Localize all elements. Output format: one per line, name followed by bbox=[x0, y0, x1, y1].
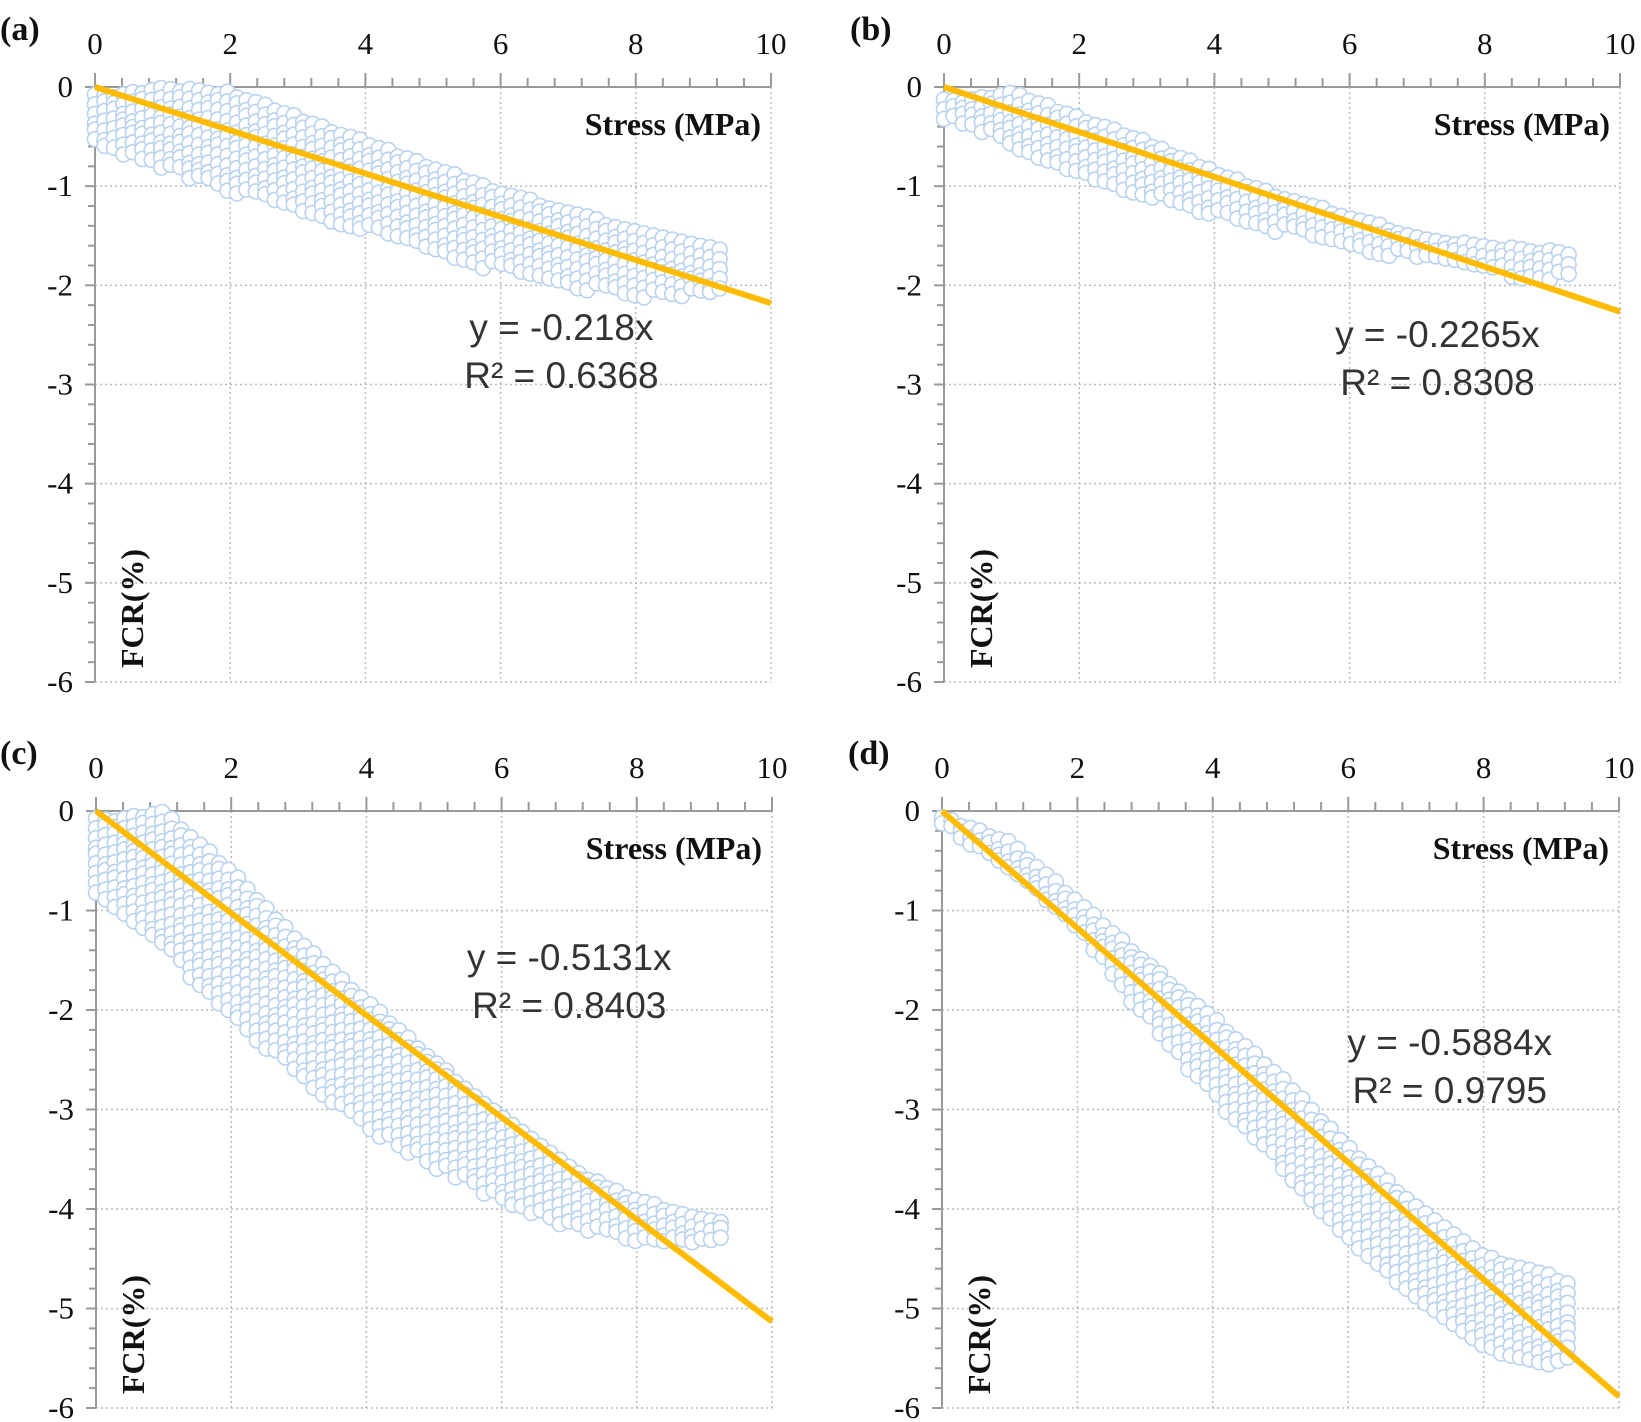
y-tick-label: -3 bbox=[896, 367, 922, 402]
x-axis-title: Stress (MPa) bbox=[1434, 106, 1610, 142]
x-tick-label: 8 bbox=[628, 26, 644, 61]
x-tick-label: 0 bbox=[934, 750, 950, 785]
x-tick-label: 2 bbox=[1071, 26, 1087, 61]
x-tick-label: 6 bbox=[1340, 750, 1356, 785]
x-tick-label: 0 bbox=[87, 26, 103, 61]
y-tick-label: 0 bbox=[59, 793, 75, 828]
y-tick-label: -5 bbox=[48, 1291, 74, 1326]
data-points bbox=[87, 803, 729, 1251]
y-tick-label: -6 bbox=[896, 664, 922, 699]
trendline-equation: y = -0.218x bbox=[469, 307, 654, 348]
y-tick-label: -4 bbox=[896, 466, 922, 501]
trendline-equation: y = -0.5884x bbox=[1347, 1022, 1552, 1063]
x-tick-label: 8 bbox=[1477, 26, 1493, 61]
trendline bbox=[940, 808, 1621, 1399]
chart-panel-b: 0 2 4 6 8 10 0 -1 -2 -3 -4 -5 -6 (b) Stress (MPa) FCR(%… bbox=[850, 11, 1636, 699]
y-tick-label: -2 bbox=[48, 992, 74, 1027]
x-tick-label: 10 bbox=[756, 26, 787, 61]
y-tick-label: -4 bbox=[894, 1191, 920, 1226]
x-tick-label: 2 bbox=[1070, 750, 1086, 785]
x-tick-label: 0 bbox=[936, 26, 952, 61]
x-axis-title: Stress (MPa) bbox=[1433, 830, 1609, 866]
y-tick-label: -5 bbox=[47, 565, 73, 600]
y-tick-label: -3 bbox=[48, 1092, 74, 1127]
x-axis-title: Stress (MPa) bbox=[585, 106, 761, 142]
y-tick-label: -3 bbox=[47, 367, 73, 402]
trendline-r-squared: R² = 0.8308 bbox=[1340, 362, 1534, 403]
trendline-r-squared: R² = 0.9795 bbox=[1353, 1070, 1547, 1111]
chart-panel-d: 0 2 4 6 8 10 0 -1 -2 -3 -4 -5 -6 (d) Stress (MPa) FCR(%… bbox=[848, 735, 1635, 1422]
y-axis-title: FCR(%) bbox=[115, 1275, 151, 1394]
panel-label: (d) bbox=[848, 735, 890, 772]
trendline-equation: y = -0.5131x bbox=[467, 937, 672, 978]
data-point bbox=[1560, 265, 1577, 283]
y-tick-label: -1 bbox=[48, 893, 74, 928]
y-tick-label: 0 bbox=[58, 69, 74, 104]
y-tick-label: -2 bbox=[47, 267, 73, 302]
x-tick-label: 6 bbox=[493, 26, 509, 61]
x-tick-label: 10 bbox=[1605, 26, 1636, 61]
x-tick-label: 4 bbox=[1205, 750, 1221, 785]
y-tick-label: -4 bbox=[48, 1191, 74, 1226]
data-point bbox=[712, 1229, 729, 1246]
y-tick-label: -6 bbox=[894, 1390, 920, 1422]
y-tick-label: -1 bbox=[896, 168, 922, 203]
panel-label: (a) bbox=[0, 11, 40, 48]
x-tick-label: 0 bbox=[88, 750, 104, 785]
chart-panel-a: 0 2 4 6 8 10 0 -1 -2 -3 -4 -5 -6 (a) Stress (MPa) FCR(%… bbox=[0, 11, 787, 699]
x-tick-label: 10 bbox=[1604, 750, 1635, 785]
x-tick-label: 10 bbox=[757, 750, 788, 785]
data-points bbox=[86, 79, 728, 306]
chart-panel-c: 0 2 4 6 8 10 0 -1 -2 -3 -4 -5 -6 (c) Stress (MPa) FCR(%… bbox=[0, 735, 788, 1422]
trendline-r-squared: R² = 0.8403 bbox=[472, 985, 666, 1026]
x-tick-label: 6 bbox=[1342, 26, 1358, 61]
trendline bbox=[943, 84, 1621, 315]
y-axis-title: FCR(%) bbox=[963, 549, 999, 668]
x-axis-title: Stress (MPa) bbox=[586, 830, 762, 866]
trendline-r-squared: R² = 0.6368 bbox=[464, 355, 658, 396]
y-tick-label: -1 bbox=[47, 168, 73, 203]
y-tick-label: 0 bbox=[905, 793, 921, 828]
y-tick-label: -3 bbox=[894, 1092, 920, 1127]
trendline bbox=[94, 808, 774, 1324]
y-tick-label: -6 bbox=[48, 1390, 74, 1422]
x-tick-label: 2 bbox=[222, 26, 238, 61]
x-tick-label: 4 bbox=[359, 750, 375, 785]
y-tick-label: -5 bbox=[894, 1291, 920, 1326]
y-tick-label: -2 bbox=[896, 267, 922, 302]
x-tick-label: 8 bbox=[1476, 750, 1492, 785]
y-tick-label: -6 bbox=[47, 664, 73, 699]
x-tick-label: 2 bbox=[223, 750, 239, 785]
panel-label: (b) bbox=[850, 11, 892, 48]
x-tick-label: 4 bbox=[358, 26, 374, 61]
trendline bbox=[94, 84, 772, 307]
y-tick-label: -2 bbox=[894, 992, 920, 1027]
y-axis-title: FCR(%) bbox=[114, 549, 150, 668]
y-axis-title: FCR(%) bbox=[961, 1275, 997, 1394]
y-tick-label: -5 bbox=[896, 565, 922, 600]
x-tick-label: 6 bbox=[494, 750, 510, 785]
panel-label: (c) bbox=[0, 735, 38, 772]
x-tick-label: 8 bbox=[629, 750, 645, 785]
x-tick-label: 4 bbox=[1207, 26, 1223, 61]
y-tick-label: 0 bbox=[907, 69, 923, 104]
y-tick-label: -1 bbox=[894, 893, 920, 928]
trendline-equation: y = -0.2265x bbox=[1335, 314, 1540, 355]
y-tick-label: -4 bbox=[47, 466, 73, 501]
